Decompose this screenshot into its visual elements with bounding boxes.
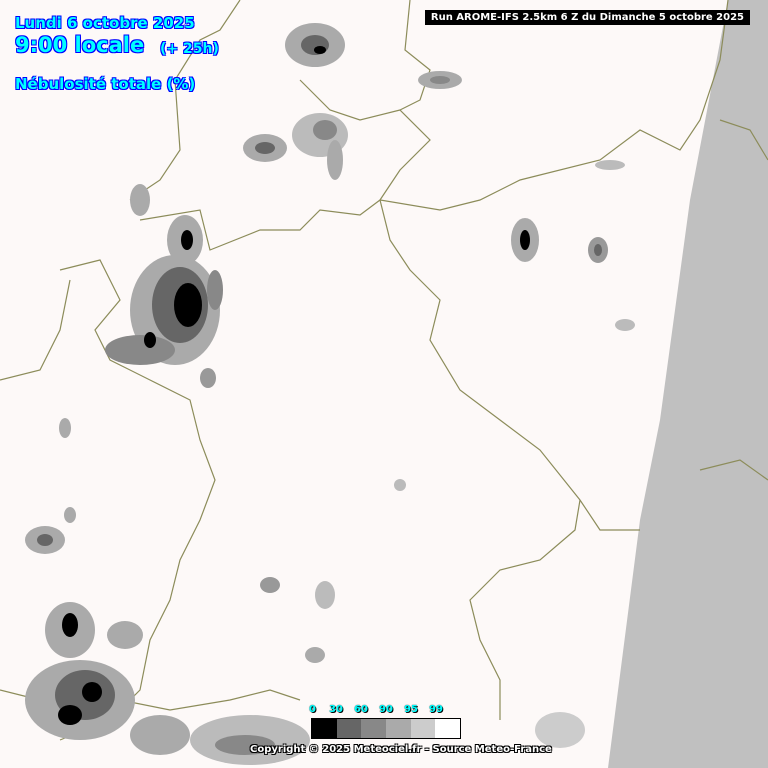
legend-tick: 99 bbox=[429, 704, 443, 715]
copyright: Copyright © 2025 Meteociel.fr - Source M… bbox=[250, 744, 552, 755]
legend-swatch bbox=[410, 719, 436, 738]
legend-tick: 30 bbox=[329, 704, 343, 715]
legend-color-bar bbox=[311, 718, 461, 739]
legend-tick: 95 bbox=[404, 704, 418, 715]
legend-swatch bbox=[361, 719, 387, 738]
legend-tick: 90 bbox=[379, 704, 393, 715]
legend-tick: 0 bbox=[309, 704, 316, 715]
parameter-title: Nébulosité totale (%) bbox=[15, 75, 196, 93]
cloud-areas bbox=[25, 23, 635, 765]
color-legend: 0 30 60 90 95 99 bbox=[309, 704, 471, 739]
legend-swatch bbox=[386, 719, 411, 738]
legend-swatch bbox=[312, 719, 337, 738]
legend-swatch bbox=[336, 719, 362, 738]
legend-swatch bbox=[435, 719, 461, 738]
run-info: Run AROME-IFS 2.5km 6 Z du Dimanche 5 oc… bbox=[424, 10, 750, 25]
forecast-time: 9:00 locale bbox=[15, 33, 145, 57]
forecast-date: Lundi 6 octobre 2025 bbox=[15, 14, 195, 32]
border-lines bbox=[0, 0, 768, 741]
lead-time: (+ 25h) bbox=[160, 41, 219, 57]
outside-domain-area bbox=[608, 0, 768, 768]
legend-tick: 60 bbox=[354, 704, 368, 715]
